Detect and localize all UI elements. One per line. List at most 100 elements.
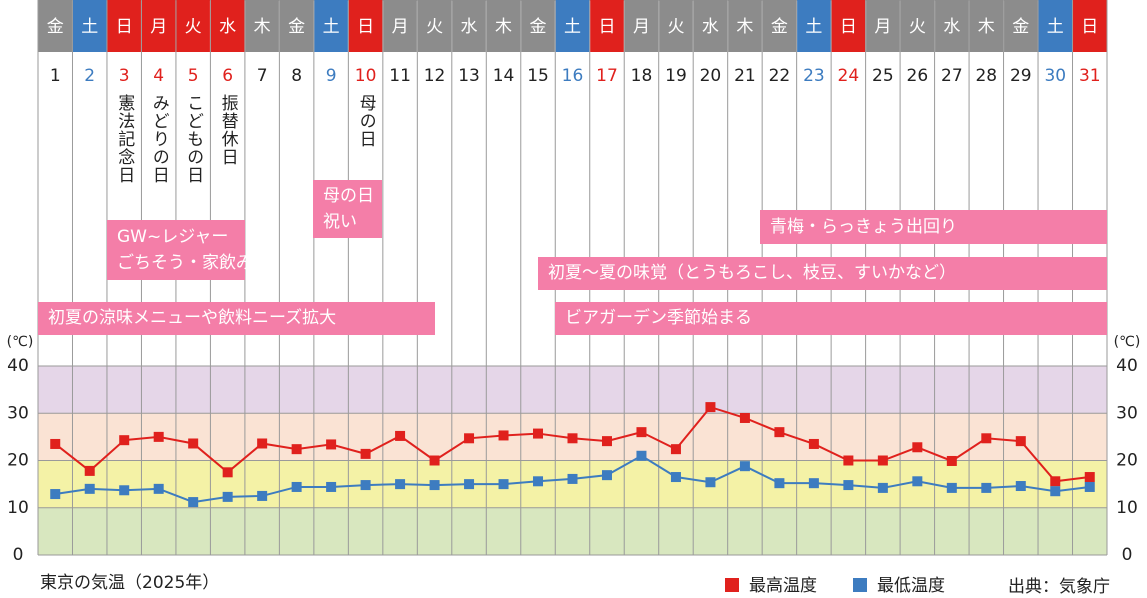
day-number: 2	[84, 66, 95, 86]
point	[981, 433, 992, 444]
weekday: 水	[702, 17, 719, 37]
y-tick-label: 0	[13, 545, 24, 565]
banner: GW~レジャー ごちそう・家飲み	[107, 220, 253, 280]
banner-text: 祝い	[323, 212, 357, 232]
weekday-cell	[314, 0, 348, 52]
weekday: 日	[598, 17, 615, 37]
point	[360, 448, 371, 459]
point	[188, 438, 199, 449]
weekday: 水	[943, 17, 960, 37]
point	[877, 455, 888, 466]
point	[291, 481, 302, 492]
point	[84, 483, 95, 494]
point	[670, 472, 681, 483]
point	[670, 444, 681, 455]
day-note: こどもの日	[183, 94, 204, 184]
y-tick-label: 10	[7, 498, 29, 518]
weekday-cell	[935, 0, 969, 52]
day-number: 18	[631, 66, 653, 86]
weekday: 土	[564, 17, 581, 37]
weekday: 金	[530, 17, 547, 37]
band	[38, 507, 1107, 555]
weekday: 水	[219, 17, 236, 37]
day-number: 27	[941, 66, 963, 86]
point	[601, 470, 612, 481]
point	[843, 455, 854, 466]
day-note: 憲法記念日	[114, 94, 135, 184]
banner: 母の日 祝い	[313, 180, 382, 238]
weekday-cell	[659, 0, 693, 52]
weekday-cell	[624, 0, 659, 52]
point	[1015, 436, 1026, 447]
point	[464, 479, 475, 490]
day-number: 30	[1044, 66, 1066, 86]
weekday-cell	[141, 0, 176, 52]
point	[395, 430, 406, 441]
day-note: みどりの日	[148, 94, 169, 184]
weekday: 金	[288, 17, 305, 37]
weekday-cell	[383, 0, 417, 52]
point	[774, 478, 785, 489]
day-number: 23	[803, 66, 825, 86]
y2-unit: (℃)	[1114, 334, 1141, 350]
weekday-cell	[866, 0, 900, 52]
day-number: 15	[527, 66, 549, 86]
day-number: 24	[838, 66, 860, 86]
day-number: 9	[326, 66, 337, 86]
point	[1050, 486, 1061, 497]
day-number: 12	[424, 66, 446, 86]
weekday: 木	[254, 17, 271, 37]
weekday-cell	[555, 0, 590, 52]
y2-tick-label: 20	[1116, 451, 1138, 471]
point	[533, 428, 544, 439]
day-number: 25	[872, 66, 894, 86]
weekday: 水	[461, 17, 478, 37]
weekday: 土	[805, 17, 822, 37]
day-number: 4	[153, 66, 164, 86]
weekday: 金	[1012, 17, 1029, 37]
point	[636, 427, 647, 438]
weekday-cell	[797, 0, 831, 52]
weekday-cell	[900, 0, 935, 52]
point	[1015, 481, 1026, 492]
point	[326, 481, 337, 492]
weekday-cell	[417, 0, 452, 52]
day-number: 8	[291, 66, 302, 86]
legend-label: 最高温度	[749, 576, 817, 596]
day-number: 21	[734, 66, 756, 86]
day-number: 16	[562, 66, 584, 86]
weekday-cell	[1073, 0, 1107, 52]
point	[601, 436, 612, 447]
point	[981, 482, 992, 493]
day-number: 17	[596, 66, 618, 86]
point	[153, 483, 164, 494]
weekday: 日	[840, 17, 857, 37]
day-number: 7	[257, 66, 268, 86]
weekday-cell	[1038, 0, 1073, 52]
day-note: 振替休日	[217, 94, 238, 166]
weekday-cell	[728, 0, 762, 52]
day-number: 29	[1010, 66, 1032, 86]
weekday: 火	[909, 17, 926, 37]
point	[1084, 472, 1095, 483]
point	[153, 431, 164, 442]
banner-text: 青梅・らっきょう出回り	[770, 216, 957, 237]
banner-text: GW~レジャー	[117, 226, 229, 247]
point	[567, 473, 578, 484]
point	[429, 480, 440, 491]
point	[84, 465, 95, 476]
weekday-cell	[38, 0, 72, 52]
point	[222, 467, 233, 478]
banner-text: 母の日	[323, 185, 374, 206]
banner-text: 初夏の涼味メニューや飲料ニーズ拡大	[48, 308, 337, 329]
point	[533, 476, 544, 487]
source: 出典：気象庁	[1008, 577, 1110, 597]
point	[774, 427, 785, 438]
weekday: 木	[978, 17, 995, 37]
point	[946, 482, 957, 493]
y-tick-label: 30	[7, 403, 29, 423]
weekday-cell	[176, 0, 210, 52]
day-number: 28	[975, 66, 997, 86]
